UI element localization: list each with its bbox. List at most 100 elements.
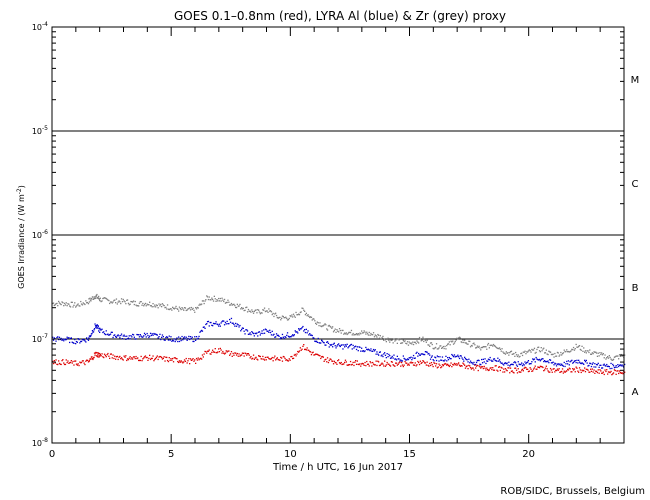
series-point bbox=[533, 347, 536, 349]
series-point bbox=[612, 363, 614, 366]
series-point bbox=[201, 354, 204, 356]
series-point bbox=[338, 359, 340, 361]
series-point bbox=[518, 356, 520, 358]
series-point bbox=[261, 312, 263, 314]
series-point bbox=[452, 364, 455, 366]
series-point bbox=[441, 356, 444, 358]
series-point bbox=[197, 357, 199, 359]
series-point bbox=[595, 352, 598, 354]
series-point bbox=[333, 329, 335, 332]
series-point bbox=[233, 354, 235, 356]
series-point bbox=[291, 355, 293, 358]
series-point bbox=[574, 371, 576, 373]
series-point bbox=[475, 361, 478, 364]
series-point bbox=[275, 359, 277, 361]
series-point bbox=[232, 322, 234, 324]
series-point bbox=[113, 299, 115, 302]
series-point bbox=[268, 308, 270, 310]
series-point bbox=[305, 312, 307, 314]
series-point bbox=[389, 357, 392, 359]
series-point bbox=[398, 358, 400, 360]
series-point bbox=[436, 355, 438, 357]
series-point bbox=[346, 343, 348, 345]
series-point bbox=[99, 355, 101, 357]
series-point bbox=[429, 345, 431, 347]
series-point bbox=[328, 324, 330, 327]
series-point bbox=[426, 361, 428, 363]
series-point bbox=[426, 351, 428, 353]
series-point bbox=[522, 351, 524, 353]
series-point bbox=[579, 362, 581, 364]
series-point bbox=[110, 331, 112, 333]
series-point bbox=[278, 335, 280, 337]
series-point bbox=[603, 373, 605, 376]
series-point bbox=[593, 351, 595, 353]
series-point bbox=[316, 341, 318, 343]
series-point bbox=[367, 363, 370, 365]
series-point bbox=[607, 365, 610, 367]
series-point bbox=[185, 357, 187, 360]
series-point bbox=[509, 372, 511, 374]
series-point bbox=[486, 367, 488, 369]
series-point bbox=[546, 353, 548, 355]
series-point bbox=[549, 351, 552, 353]
series-point bbox=[178, 360, 181, 362]
series-point bbox=[380, 363, 382, 365]
series-point bbox=[589, 371, 591, 373]
series-point bbox=[327, 325, 330, 327]
series-point bbox=[192, 358, 194, 360]
series-point bbox=[517, 368, 519, 370]
series-point bbox=[99, 329, 101, 331]
series-point bbox=[125, 338, 127, 340]
series-point bbox=[172, 340, 175, 342]
series-point bbox=[116, 303, 118, 305]
series-point bbox=[578, 361, 581, 363]
series-point bbox=[476, 364, 478, 367]
series-point bbox=[447, 357, 449, 359]
series-point bbox=[185, 336, 187, 338]
series-point bbox=[139, 334, 141, 336]
series-point bbox=[193, 360, 195, 362]
series-point bbox=[517, 361, 519, 363]
series-point bbox=[233, 303, 235, 305]
series-point bbox=[292, 316, 294, 318]
series-point bbox=[491, 360, 493, 362]
series-point bbox=[117, 358, 119, 361]
series-point bbox=[527, 350, 530, 352]
series-point bbox=[292, 357, 295, 359]
series-point bbox=[69, 337, 72, 340]
series-point bbox=[455, 363, 457, 365]
series-point bbox=[81, 304, 84, 306]
series-point bbox=[412, 362, 414, 364]
series-point bbox=[143, 335, 145, 337]
series-point bbox=[93, 328, 96, 330]
series-point bbox=[424, 362, 427, 364]
series-point bbox=[590, 368, 592, 370]
series-point bbox=[146, 356, 148, 359]
series-point bbox=[564, 351, 566, 353]
series-point bbox=[326, 328, 328, 330]
series-point bbox=[329, 325, 331, 328]
series-point bbox=[399, 361, 401, 363]
series-point bbox=[277, 358, 279, 361]
series-point bbox=[577, 370, 579, 372]
series-point bbox=[542, 348, 544, 350]
series-point bbox=[372, 361, 374, 364]
series-point bbox=[95, 295, 98, 297]
series-point bbox=[246, 330, 249, 332]
series-point bbox=[610, 358, 612, 360]
series-point bbox=[475, 347, 478, 349]
series-point bbox=[80, 340, 83, 343]
series-point bbox=[527, 351, 529, 353]
series-point bbox=[80, 300, 82, 303]
series-point bbox=[315, 322, 317, 324]
series-point bbox=[90, 300, 92, 302]
series-point bbox=[405, 362, 407, 364]
series-point bbox=[303, 309, 305, 311]
series-point bbox=[514, 367, 516, 369]
series-point bbox=[359, 363, 361, 365]
series-point bbox=[64, 304, 67, 306]
series-point bbox=[229, 353, 232, 355]
series-point bbox=[566, 370, 568, 372]
series-point bbox=[551, 371, 553, 373]
